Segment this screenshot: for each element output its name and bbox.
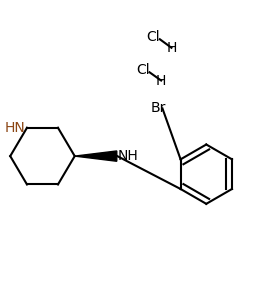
Text: Br: Br — [151, 101, 166, 115]
Text: HN: HN — [5, 121, 26, 135]
Polygon shape — [75, 151, 117, 161]
Text: Cl: Cl — [136, 63, 150, 77]
Text: NH: NH — [118, 149, 139, 163]
Text: Cl: Cl — [147, 30, 160, 44]
Text: H: H — [156, 74, 166, 88]
Text: H: H — [166, 41, 177, 55]
